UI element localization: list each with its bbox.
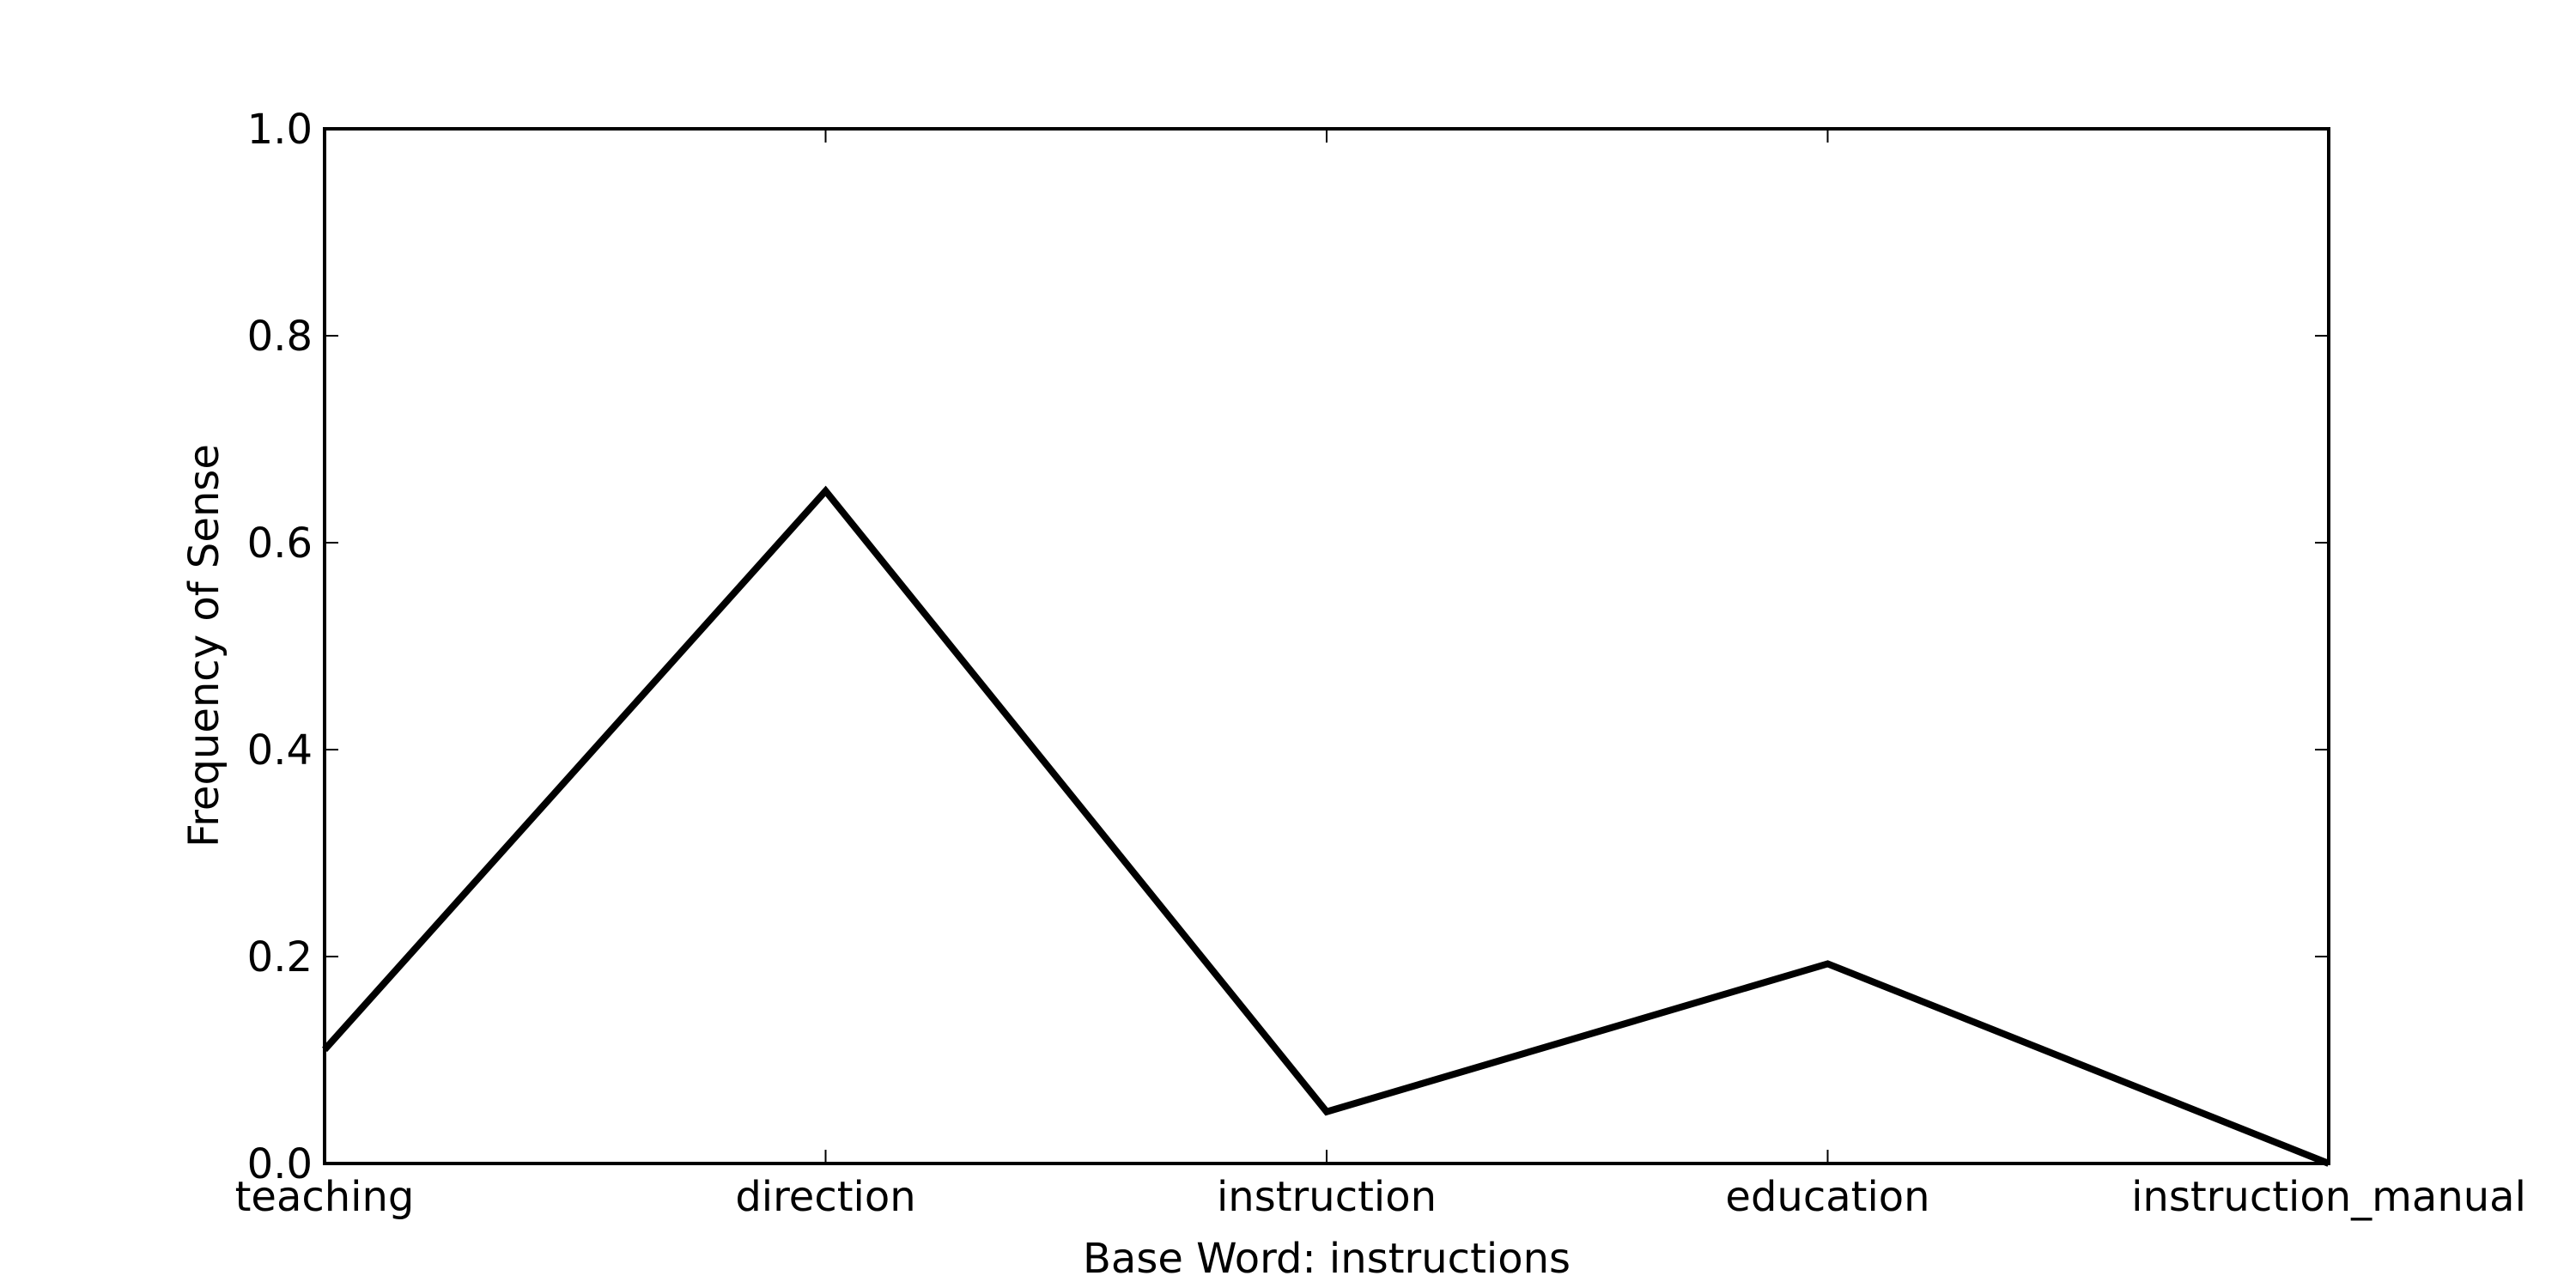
x-tick-label: education — [1725, 1173, 1929, 1221]
y-tick-label: 0.6 — [247, 519, 313, 568]
y-tick-label: 0.8 — [247, 313, 313, 361]
y-tick-label: 1.0 — [247, 106, 313, 154]
plot-background — [325, 129, 2329, 1163]
y-axis-label: Frequency of Sense — [180, 444, 228, 848]
y-tick-label: 0.4 — [247, 726, 313, 775]
x-tick-label: instruction_manual — [2131, 1173, 2526, 1221]
x-axis-label: Base Word: instructions — [1083, 1235, 1571, 1283]
y-tick-label: 0.2 — [247, 933, 313, 981]
x-tick-label: instruction — [1217, 1173, 1437, 1221]
x-tick-label: teaching — [235, 1173, 415, 1221]
x-axis-ticks: teaching direction instruction education ins… — [235, 129, 2526, 1221]
plot-frame — [323, 127, 2330, 1165]
y-tick-label: 0.0 — [247, 1140, 313, 1188]
y-axis-ticks: 0.0 0.2 0.4 0.6 0.8 1.0 — [247, 106, 2329, 1188]
x-tick-label: direction — [735, 1173, 915, 1221]
